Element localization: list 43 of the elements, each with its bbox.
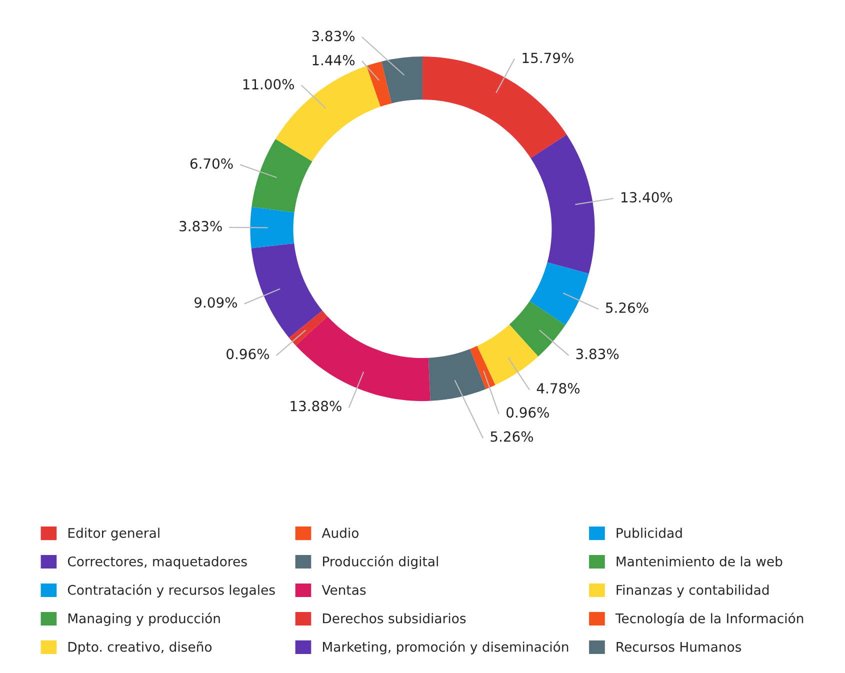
- data-label: 9.09%: [194, 297, 237, 308]
- donut-slice: [381, 56, 422, 104]
- donut-slice: [252, 138, 312, 212]
- data-label: 11.00%: [243, 79, 294, 90]
- legend-label: Editor general: [68, 528, 160, 540]
- donut-slice: [530, 134, 595, 274]
- donut-slice: [251, 243, 322, 338]
- data-label: 3.83%: [576, 348, 619, 360]
- data-label: 3.83%: [312, 30, 355, 42]
- legend-label: Publicidad: [616, 528, 682, 538]
- donut-slice: [428, 349, 486, 401]
- legend-label: Ventas: [322, 585, 366, 595]
- legend-label: Dpto. creativo, diseño: [68, 641, 212, 654]
- donut-slice: [288, 310, 328, 346]
- legend-label: Producción digital: [323, 556, 438, 569]
- legend-label: Tecnología de la Información: [615, 612, 804, 626]
- data-label: 5.26%: [606, 302, 648, 313]
- legend-label: Mantenimiento de la web: [616, 556, 782, 566]
- data-label: 5.26%: [490, 431, 534, 442]
- data-label: 6.70%: [190, 158, 233, 169]
- donut-slice: [509, 301, 566, 356]
- data-label: 0.96%: [226, 348, 270, 360]
- data-label: 13.88%: [290, 400, 342, 412]
- legend-label: Correctores, maquetadores: [68, 556, 247, 569]
- data-label: 3.83%: [180, 220, 222, 232]
- legend-label: Recursos Humanos: [616, 642, 742, 652]
- donut-slice: [530, 262, 589, 326]
- legend-label: Managing y producción: [68, 612, 220, 626]
- data-label: 15.79%: [522, 52, 574, 64]
- legend-label: Audio: [322, 528, 358, 538]
- legend-label: Finanzas y contabilidad: [616, 584, 769, 598]
- legend-label: Marketing, promoción y diseminación: [323, 641, 568, 654]
- donut-slice: [477, 324, 538, 385]
- data-label: 4.78%: [536, 383, 580, 394]
- legend-label: Derechos subsidiarios: [323, 613, 466, 624]
- data-label: 13.40%: [621, 192, 672, 203]
- donut-slice: [296, 316, 430, 402]
- legend-label: Contratación y recursos legales: [68, 584, 275, 598]
- donut-slice: [470, 346, 496, 390]
- donut-slice: [366, 61, 392, 107]
- data-label: 0.96%: [506, 407, 549, 418]
- donut-slice: [250, 206, 294, 248]
- data-label: 1.44%: [312, 54, 355, 66]
